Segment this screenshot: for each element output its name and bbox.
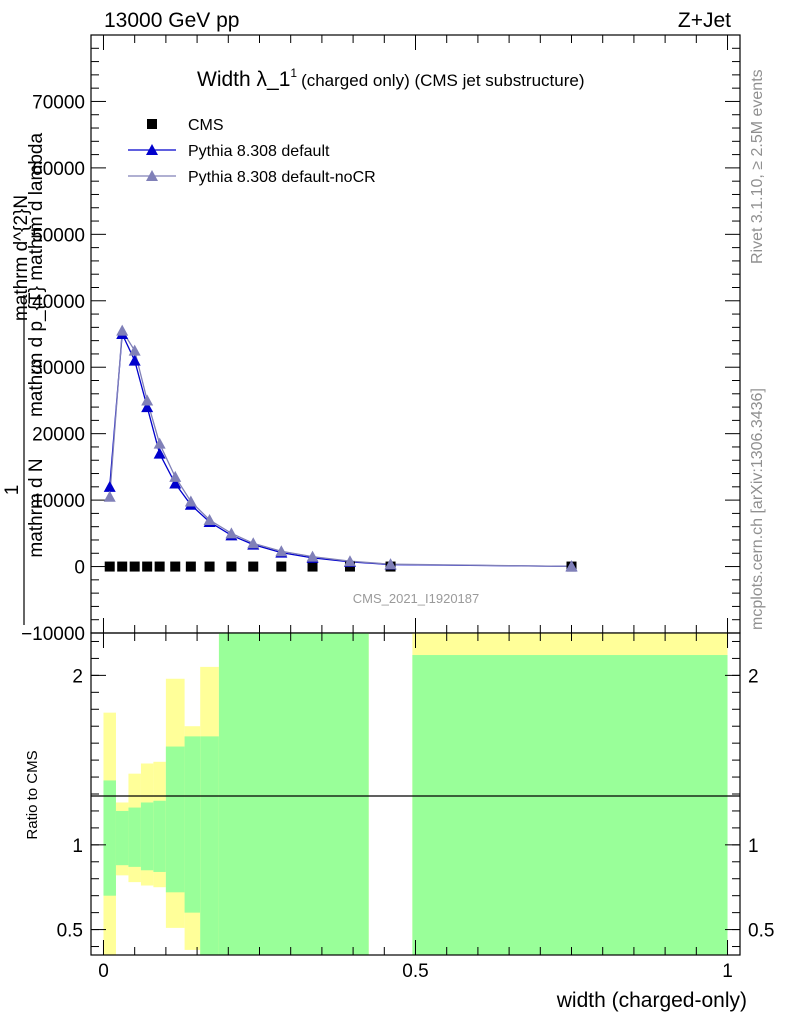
main-y-tick-label: 50000	[32, 225, 85, 246]
legend-cms-label: CMS	[188, 117, 224, 134]
y-label-num: 1	[2, 485, 23, 496]
legend: CMS Pythia 8.308 default Pythia 8.308 de…	[128, 117, 376, 186]
main-y-tick-label: 70000	[32, 92, 85, 113]
rivet-label: Rivet 3.1.10, ≥ 2.5M events	[749, 69, 766, 264]
main-series-markers	[103, 324, 578, 572]
mc-data-point-2	[128, 344, 141, 356]
legend-nocr-label: Pythia 8.308 default-noCR	[188, 169, 376, 186]
ratio-ticks	[91, 633, 740, 955]
main-y-tick-labels: −10000 0 10000 20000 30000 40000 50000 60000 700…	[21, 92, 85, 645]
cms-data-point	[142, 561, 153, 572]
mc-data-point-2	[247, 537, 260, 549]
legend-nocr-marker	[146, 170, 158, 181]
ratio-green-band	[165, 746, 185, 893]
main-ticks	[91, 35, 740, 634]
mc-data-point-1	[169, 477, 182, 489]
mc-data-point-2	[343, 555, 356, 567]
ratio-y-tick-labels-left: 0.5 1 2	[57, 666, 83, 941]
ratio-green-band	[218, 633, 369, 955]
mc-data-point-2	[225, 527, 238, 539]
mc-data-point-2	[184, 495, 197, 507]
ratio-green-band	[115, 810, 129, 866]
main-y-axis-label: mathrm d^{2}N mathrm d p_{T} mathrm d la…	[2, 133, 47, 625]
cms-data-point	[204, 561, 215, 572]
main-y-tick-label: 40000	[32, 292, 85, 313]
watermark: CMS_2021_I1920187	[353, 591, 480, 606]
x-tick-labels: 0 0.5 1	[98, 961, 733, 982]
ratio-y-tick-label-right: 0.5	[748, 921, 774, 942]
x-tick-label: 0	[98, 961, 109, 982]
mc-data-point-2	[141, 394, 154, 406]
main-y-tick-label: 0	[74, 558, 85, 579]
cms-data-point	[226, 561, 237, 572]
plot-title-sup: 1	[290, 66, 297, 80]
mc-data-point-2	[275, 545, 288, 557]
main-y-tick-label: 20000	[32, 425, 85, 446]
cms-data-point	[170, 561, 181, 572]
ratio-green-band	[128, 807, 141, 867]
cms-data-point	[117, 561, 128, 572]
ratio-green-band	[140, 802, 154, 871]
mc-data-point-2	[116, 324, 129, 336]
ratio-y-tick-label: 1	[72, 836, 83, 857]
cms-data-point	[276, 561, 287, 572]
mc-data-point-2	[565, 560, 578, 572]
mcplots-label: mcplots.cern.ch [arXiv:1306.3436]	[749, 388, 766, 630]
plot-title: Width λ_11 (charged only) (CMS jet substr…	[197, 66, 585, 91]
ratio-green-band	[103, 780, 116, 896]
ratio-y-tick-label: 0.5	[57, 921, 83, 942]
cms-data-point	[307, 561, 318, 572]
y-label-den: mathrm d N	[26, 458, 47, 557]
y-label-d2n: mathrm d^{2}N	[11, 195, 32, 321]
main-panel: −10000 0 10000 20000 30000 40000 50000 60000 700…	[2, 34, 741, 645]
legend-cms-marker	[147, 119, 157, 129]
mc-data-point-1	[128, 354, 141, 366]
ratio-y-tick-label-right: 1	[748, 836, 759, 857]
mc-data-point-2	[203, 514, 216, 526]
ratio-green-band	[153, 800, 166, 872]
x-tick-label: 1	[722, 961, 733, 982]
legend-default-marker	[146, 144, 158, 155]
mc-data-point-2	[169, 470, 182, 482]
cms-data-point	[129, 561, 140, 572]
plot-title-rest: (charged only) (CMS jet substructure)	[301, 71, 584, 90]
ratio-green-band	[200, 736, 219, 955]
ratio-green-band	[412, 655, 728, 955]
mc-data-point-1	[103, 480, 116, 492]
mc-data-point-2	[153, 437, 166, 449]
cms-data-point	[104, 561, 115, 572]
energy-label: 13000 GeV pp	[104, 9, 239, 32]
x-tick-label: 0.5	[402, 961, 428, 982]
series-line-2	[109, 328, 572, 568]
mc-data-point-1	[141, 401, 154, 413]
y-label-dpt-dlambda: mathrm d p_{T} mathrm d lambda	[26, 133, 47, 417]
cms-data-point	[248, 561, 259, 572]
mc-data-point-2	[306, 550, 319, 562]
main-y-tick-label: −10000	[21, 624, 85, 645]
plot-title-main: Width λ_1	[197, 68, 290, 91]
ratio-y-tick-labels-right: 0.5 1 2	[748, 666, 774, 941]
ratio-panel: 0.512 0.512 0 0.5 1 Ratio to CMS width (ch…	[24, 632, 774, 1012]
ratio-bands	[103, 633, 728, 955]
ratio-y-tick-label-right: 2	[748, 666, 759, 687]
main-y-tick-label: 10000	[32, 491, 85, 512]
main-y-tick-label: 30000	[32, 358, 85, 379]
mc-data-point-1	[153, 447, 166, 459]
legend-default-label: Pythia 8.308 default	[188, 143, 330, 160]
ratio-y-axis-label: Ratio to CMS	[24, 750, 41, 839]
series-line-1	[109, 331, 572, 568]
mc-data-point-2	[103, 490, 116, 502]
x-axis-label: width (charged-only)	[556, 989, 747, 1012]
process-label: Z+Jet	[678, 9, 731, 32]
cms-data-point	[185, 561, 196, 572]
ratio-y-tick-label: 2	[72, 666, 83, 687]
mc-data-point-2	[384, 558, 397, 570]
main-series-lines	[109, 328, 572, 568]
ratio-green-band	[184, 736, 201, 913]
cms-data-point	[154, 561, 165, 572]
main-y-tick-label: 60000	[32, 159, 85, 180]
